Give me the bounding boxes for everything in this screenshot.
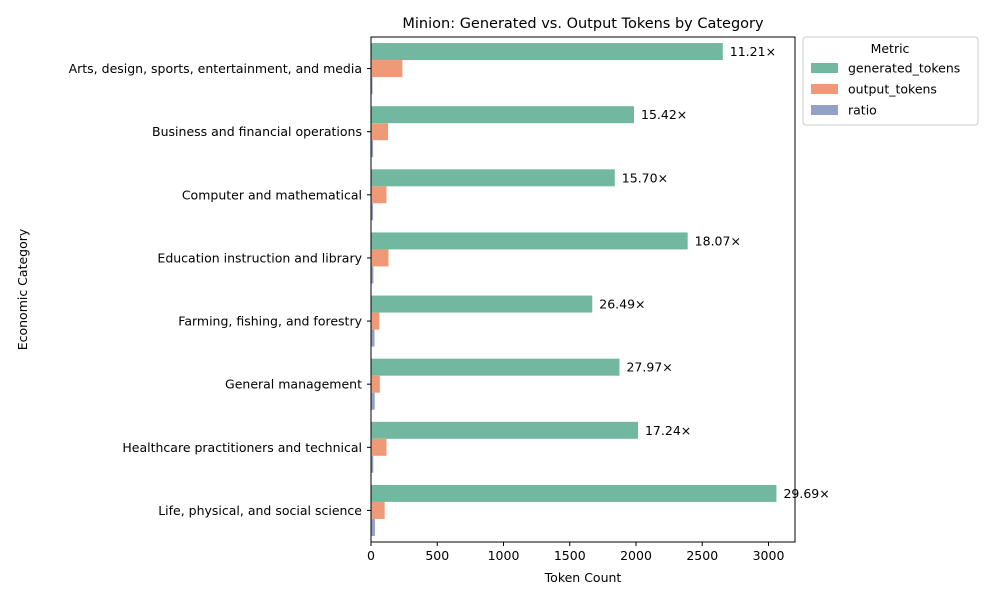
bar-label-1: 15.42× <box>641 107 687 122</box>
plot-area: 11.21× 15.42× 15.70× 18.07× 26.49× 27.97× 17.2… <box>371 43 830 536</box>
bar-ratio-1 <box>371 140 374 158</box>
plot-frame <box>370 36 796 543</box>
x-tick-label-0: 0 <box>367 548 375 563</box>
bar-generated_tokens-7 <box>371 484 777 502</box>
legend-title: Metric <box>871 41 910 56</box>
y-tick-label-1: Business and financial operations <box>152 124 362 139</box>
bar-ratio-0 <box>371 77 373 95</box>
bar-label-0: 11.21× <box>730 44 776 59</box>
bar-ratio-5 <box>371 392 375 410</box>
bar-generated_tokens-6 <box>371 421 638 439</box>
x-axis: 0 500 1000 1500 2000 2500 3000 <box>367 542 784 563</box>
y-tick-label-7: Life, physical, and social science <box>158 503 362 518</box>
x-tick-label-6: 3000 <box>753 548 785 563</box>
bar-generated_tokens-1 <box>371 106 635 124</box>
x-tick-label-1: 500 <box>425 548 449 563</box>
legend-label-generated_tokens: generated_tokens <box>848 61 960 76</box>
bar-label-5: 27.97× <box>626 360 672 375</box>
y-axis-label: Economic Category <box>15 228 30 350</box>
y-tick-label-0: Arts, design, sports, entertainment, and… <box>69 61 362 76</box>
bar-ratio-7 <box>371 518 375 536</box>
y-tick-label-3: Education instruction and library <box>157 250 362 265</box>
y-tick-label-4: Farming, fishing, and forestry <box>178 314 362 329</box>
bar-output_tokens-4 <box>371 312 380 330</box>
bar-ratio-4 <box>371 329 375 347</box>
bar-ratio-3 <box>371 266 374 284</box>
chart-title: Minion: Generated vs. Output Tokens by C… <box>402 16 764 32</box>
bar-output_tokens-1 <box>371 123 389 141</box>
bar-ratio-2 <box>371 203 374 221</box>
legend-label-output_tokens: output_tokens <box>848 82 937 97</box>
legend-swatch-ratio <box>811 105 838 115</box>
x-axis-label: Token Count <box>544 570 622 585</box>
bar-generated_tokens-2 <box>371 169 615 187</box>
bar-output_tokens-7 <box>371 501 385 519</box>
x-tick-label-3: 1500 <box>554 548 586 563</box>
bar-output_tokens-0 <box>371 60 403 78</box>
x-tick-label-5: 2500 <box>686 548 718 563</box>
y-tick-label-6: Healthcare practitioners and technical <box>122 440 362 455</box>
bar-generated_tokens-5 <box>371 358 620 376</box>
bar-label-3: 18.07× <box>695 233 741 248</box>
legend-label-ratio: ratio <box>848 103 877 118</box>
legend-swatch-output_tokens <box>811 84 838 94</box>
bar-generated_tokens-4 <box>371 295 593 313</box>
bar-label-2: 15.70× <box>622 170 668 185</box>
x-tick-label-4: 2000 <box>620 548 652 563</box>
y-axis: Arts, design, sports, entertainment, and… <box>69 61 371 518</box>
bar-label-7: 29.69× <box>783 486 829 501</box>
bar-output_tokens-6 <box>371 438 387 456</box>
legend-swatch-generated_tokens <box>811 63 838 73</box>
bar-ratio-6 <box>371 455 374 473</box>
bar-label-4: 26.49× <box>599 297 645 312</box>
legend: Metric generated_tokens output_tokensrati… <box>802 36 979 126</box>
y-tick-label-2: Computer and mathematical <box>182 187 362 202</box>
bar-label-6: 17.24× <box>645 423 691 438</box>
x-tick-label-2: 1000 <box>488 548 520 563</box>
bar-generated_tokens-0 <box>371 43 723 61</box>
y-tick-label-5: General management <box>225 377 362 392</box>
legend-frame <box>802 36 979 126</box>
bar-generated_tokens-3 <box>371 232 688 250</box>
bar-output_tokens-3 <box>371 249 389 267</box>
bar-output_tokens-2 <box>371 186 387 204</box>
bar-output_tokens-5 <box>371 375 380 393</box>
